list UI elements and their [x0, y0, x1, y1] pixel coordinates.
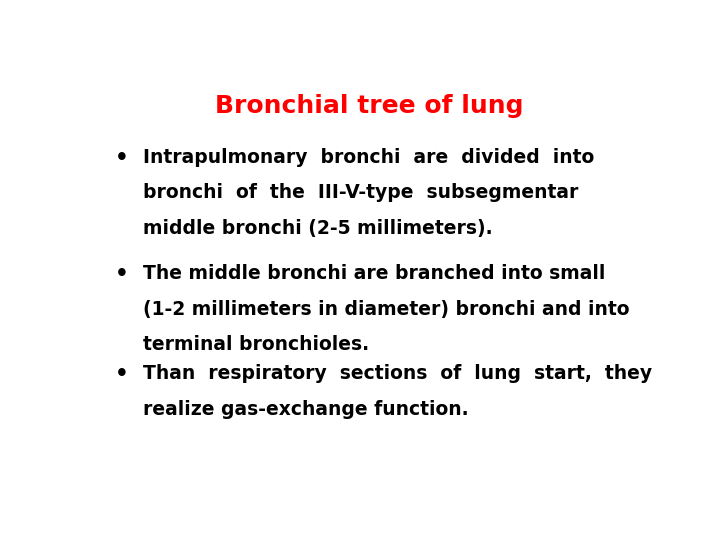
Text: •: • — [115, 265, 129, 285]
Text: •: • — [115, 148, 129, 168]
Text: realize gas-exchange function.: realize gas-exchange function. — [143, 400, 469, 419]
Text: Bronchial tree of lung: Bronchial tree of lung — [215, 94, 523, 118]
Text: Intrapulmonary  bronchi  are  divided  into: Intrapulmonary bronchi are divided into — [143, 148, 594, 167]
Text: Than  respiratory  sections  of  lung  start,  they: Than respiratory sections of lung start,… — [143, 364, 652, 383]
Text: (1-2 millimeters in diameter) bronchi and into: (1-2 millimeters in diameter) bronchi an… — [143, 300, 629, 319]
Text: The middle bronchi are branched into small: The middle bronchi are branched into sma… — [143, 265, 606, 284]
Text: middle bronchi (2-5 millimeters).: middle bronchi (2-5 millimeters). — [143, 219, 492, 238]
Text: terminal bronchioles.: terminal bronchioles. — [143, 335, 369, 354]
Text: bronchi  of  the  III-V-type  subsegmentar: bronchi of the III-V-type subsegmentar — [143, 183, 578, 202]
Text: •: • — [115, 364, 129, 384]
